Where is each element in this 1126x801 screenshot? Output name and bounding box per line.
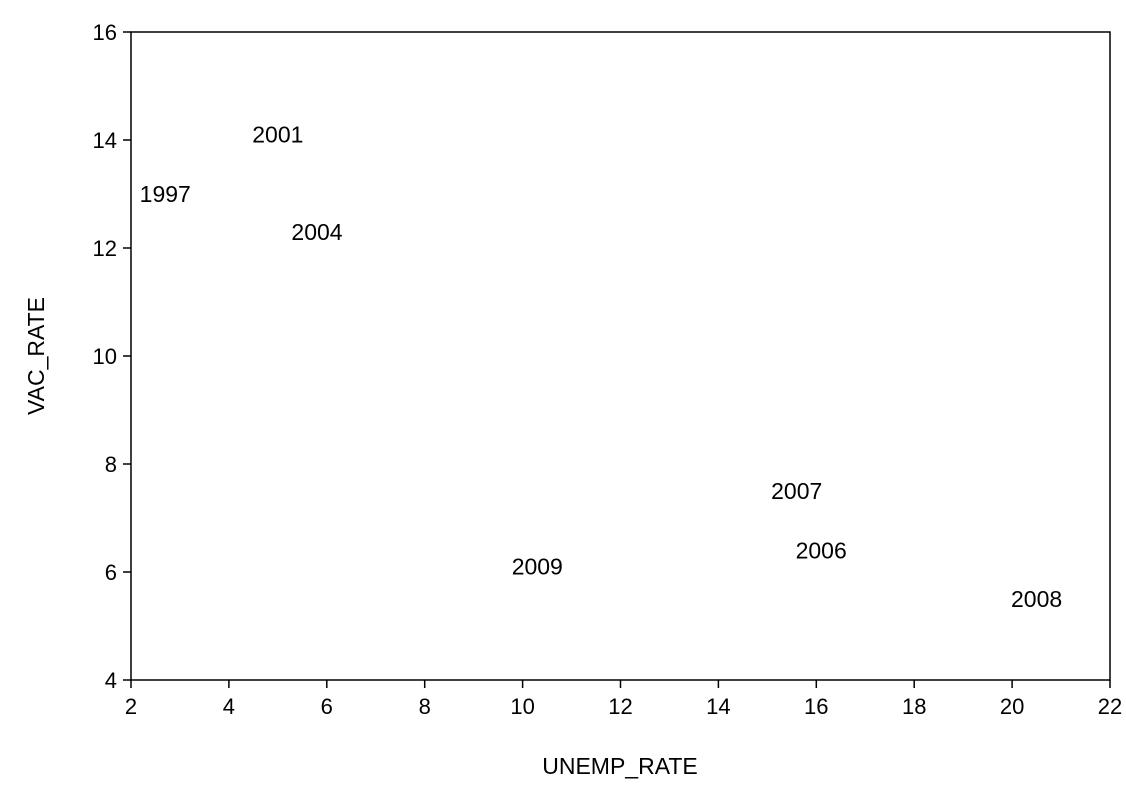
x-tick-label: 2 — [125, 694, 137, 719]
data-points: 1997 2001 2004 2009 2007 2006 2008 — [140, 122, 1062, 612]
data-point-2008: 2008 — [1011, 586, 1062, 612]
data-point-2006: 2006 — [796, 537, 847, 563]
x-axis: 2 4 6 8 10 12 14 16 18 20 22 — [125, 680, 1122, 719]
y-axis: 4 6 8 10 12 14 16 — [93, 20, 131, 693]
y-tick-label: 4 — [105, 668, 117, 693]
y-tick-label: 6 — [105, 560, 117, 585]
data-point-2004: 2004 — [291, 219, 342, 245]
x-axis-title: UNEMP_RATE — [542, 753, 698, 779]
y-tick-label: 16 — [93, 20, 117, 45]
x-tick-label: 6 — [321, 694, 333, 719]
x-tick-label: 14 — [706, 694, 730, 719]
x-tick-label: 8 — [419, 694, 431, 719]
x-tick-label: 12 — [608, 694, 632, 719]
y-axis-title: VAC_RATE — [23, 297, 49, 415]
x-tick-label: 16 — [804, 694, 828, 719]
plot-area — [130, 31, 1111, 681]
x-tick-label: 18 — [902, 694, 926, 719]
x-tick-label: 4 — [223, 694, 235, 719]
y-tick-label: 12 — [93, 236, 117, 261]
y-tick-label: 10 — [93, 344, 117, 369]
y-tick-label: 8 — [105, 452, 117, 477]
x-tick-label: 22 — [1098, 694, 1122, 719]
x-tick-label: 20 — [1000, 694, 1024, 719]
data-point-2009: 2009 — [512, 554, 563, 580]
x-tick-label: 10 — [510, 694, 534, 719]
data-point-1997: 1997 — [140, 181, 191, 207]
data-point-2001: 2001 — [252, 122, 303, 148]
data-point-2007: 2007 — [771, 478, 822, 504]
y-tick-label: 14 — [93, 128, 117, 153]
